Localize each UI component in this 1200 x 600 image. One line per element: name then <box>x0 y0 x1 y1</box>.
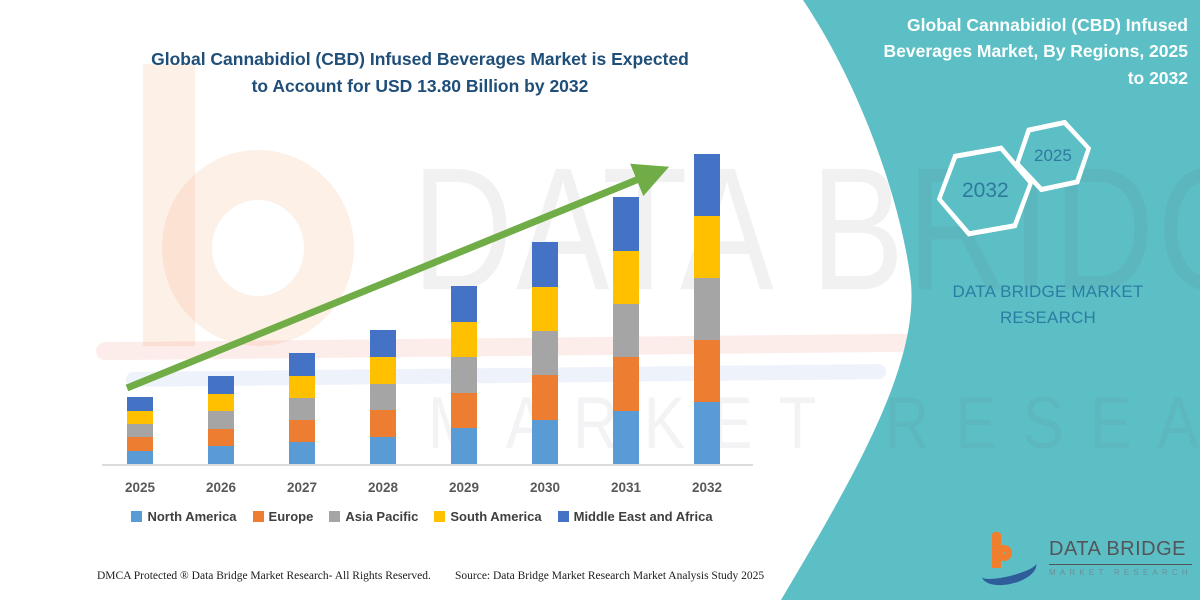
bar-segment-middle-east-and-africa <box>289 353 315 376</box>
panel-title-line3: to 2032 <box>1127 67 1188 88</box>
panel-title-line2: Beverages Market, By Regions, 2025 <box>883 41 1188 62</box>
legend-label: North America <box>147 509 237 524</box>
data-bridge-logo: DATA BRIDGE MARKET RESEARCH <box>978 530 1192 594</box>
stacked-bar-2027 <box>289 353 315 464</box>
bar-segment-north-america <box>613 410 639 464</box>
chart-title-line1: Global Cannabidiol (CBD) Infused Beverag… <box>151 49 689 69</box>
bar-segment-south-america <box>208 393 234 412</box>
bar-segment-north-america <box>289 441 315 464</box>
x-axis-line <box>102 464 753 466</box>
bar-segment-south-america <box>613 250 639 305</box>
legend-swatch <box>131 511 143 522</box>
bar-segment-europe <box>127 437 153 451</box>
legend-swatch <box>329 511 341 522</box>
bar-segment-europe <box>613 357 639 411</box>
legend-item-europe: Europe <box>252 509 314 524</box>
legend-label: South America <box>450 509 542 524</box>
bar-segment-south-america <box>451 321 477 358</box>
bar-segment-north-america <box>694 401 720 464</box>
stacked-bar-2025 <box>127 397 153 464</box>
year-label-2029: 2029 <box>448 480 480 495</box>
logo-b-bowl <box>996 545 1012 561</box>
logo-name: DATA BRIDGE <box>1049 538 1192 565</box>
bar-segment-asia-pacific <box>694 277 720 340</box>
bar-segment-asia-pacific <box>451 357 477 393</box>
chart-title-line2: to Account for USD 13.80 Billion by 2032 <box>251 76 589 97</box>
legend-swatch <box>252 511 264 522</box>
legend-item-north-america: North America <box>131 509 237 524</box>
year-label-2026: 2026 <box>205 480 237 495</box>
bar-segment-middle-east-and-africa <box>532 242 558 287</box>
bar-segment-middle-east-and-africa <box>127 397 153 411</box>
bar-segment-north-america <box>451 428 477 464</box>
bar-segment-north-america <box>532 419 558 464</box>
logo-tagline: MARKET RESEARCH <box>1049 568 1192 577</box>
panel-title: Global Cannabidiol (CBD) Infused Beverag… <box>818 12 1188 91</box>
legend-swatch <box>557 511 569 522</box>
bar-segment-south-america <box>289 375 315 398</box>
legend-item-asia-pacific: Asia Pacific <box>329 509 418 524</box>
legend-item-middle-east-and-africa: Middle East and Africa <box>557 509 713 524</box>
hexagon-2025-label: 2025 <box>1034 146 1072 166</box>
stacked-bar-2032 <box>694 153 720 464</box>
bar-segment-middle-east-and-africa <box>208 376 234 394</box>
bar-segment-europe <box>208 428 234 447</box>
year-label-2027: 2027 <box>286 480 318 495</box>
legend-item-south-america: South America <box>434 509 542 524</box>
chart-legend: North America Europe Asia Pacific South Ame… <box>88 509 756 524</box>
stacked-bar-2029 <box>451 286 477 464</box>
stacked-bar-2030 <box>532 242 558 464</box>
bar-segment-middle-east-and-africa <box>694 153 720 216</box>
stacked-bar-2026 <box>208 376 234 464</box>
logo-swoosh <box>978 549 1040 591</box>
bar-segment-europe <box>694 339 720 402</box>
data-bridge-logo-icon <box>978 532 1041 592</box>
bar-segment-south-america <box>127 410 153 424</box>
bar-segment-asia-pacific <box>127 423 153 438</box>
legend-swatch <box>434 511 446 522</box>
brand-name-text: DATA BRIDGE MARKET RESEARCH <box>952 282 1144 328</box>
bar-segment-asia-pacific <box>370 383 396 411</box>
bar-segment-south-america <box>694 215 720 278</box>
bar-segment-europe <box>289 419 315 442</box>
bar-segment-middle-east-and-africa <box>370 330 396 357</box>
stacked-bar-2028 <box>370 330 396 464</box>
chart-title: Global Cannabidiol (CBD) Infused Beverag… <box>110 46 730 100</box>
year-label-2028: 2028 <box>367 480 399 495</box>
hexagon-2032-label: 2032 <box>961 179 1009 202</box>
bar-segment-north-america <box>127 450 153 464</box>
bar-segment-europe <box>451 392 477 429</box>
bar-segment-south-america <box>532 286 558 332</box>
bar-segment-north-america <box>370 437 396 464</box>
legend-label: Asia Pacific <box>345 509 419 524</box>
bar-segment-middle-east-and-africa <box>613 197 639 251</box>
legend-label: Europe <box>268 509 314 524</box>
bar-segment-asia-pacific <box>613 304 639 358</box>
bar-segment-south-america <box>370 356 396 384</box>
footer-source-text: Source: Data Bridge Market Research Mark… <box>455 570 765 582</box>
bar-segment-asia-pacific <box>289 397 315 420</box>
year-label-2032: 2032 <box>691 480 723 495</box>
footer-dmca-text: DMCA Protected ® Data Bridge Market Rese… <box>97 570 431 582</box>
bar-segment-europe <box>370 410 396 438</box>
stacked-bar-2031 <box>613 197 639 464</box>
bar-segment-north-america <box>208 446 234 464</box>
panel-title-line1: Global Cannabidiol (CBD) Infused <box>907 15 1188 35</box>
year-label-2031: 2031 <box>610 480 642 495</box>
bar-segment-europe <box>532 375 558 420</box>
legend-label: Middle East and Africa <box>573 509 713 524</box>
year-label-2030: 2030 <box>529 480 561 495</box>
bar-segment-asia-pacific <box>208 411 234 429</box>
year-label-2025: 2025 <box>124 480 156 495</box>
bar-segment-middle-east-and-africa <box>451 286 477 322</box>
bar-segment-asia-pacific <box>532 331 558 376</box>
